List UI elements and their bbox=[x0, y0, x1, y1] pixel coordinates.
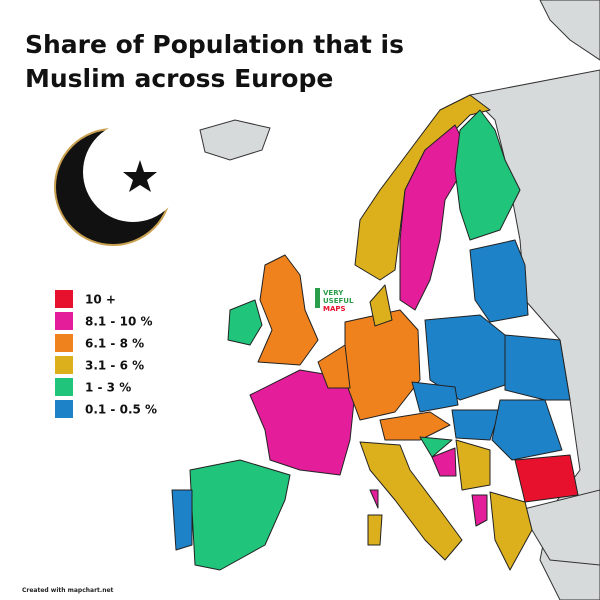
legend-swatch bbox=[55, 290, 73, 308]
country bbox=[317, 344, 351, 389]
legend-swatch bbox=[55, 378, 73, 396]
legend-label: 1 - 3 % bbox=[85, 381, 131, 395]
legend-label: 3.1 - 6 % bbox=[85, 359, 144, 373]
country bbox=[469, 239, 529, 323]
legend-label: 6.1 - 8 % bbox=[85, 337, 144, 351]
country bbox=[344, 309, 421, 421]
country bbox=[504, 334, 571, 401]
watermark-flag bbox=[315, 288, 320, 308]
country bbox=[471, 494, 488, 527]
country bbox=[451, 409, 501, 441]
watermark-text: VERY bbox=[323, 289, 344, 297]
legend-swatch bbox=[55, 312, 73, 330]
country bbox=[367, 514, 383, 546]
country bbox=[369, 284, 393, 327]
watermark-text: MAPS bbox=[323, 305, 346, 313]
legend-swatch bbox=[55, 334, 73, 352]
country bbox=[489, 491, 533, 571]
legend-swatch bbox=[55, 356, 73, 374]
other-land bbox=[199, 0, 600, 600]
legend-swatch bbox=[55, 400, 73, 418]
country bbox=[359, 441, 463, 561]
country bbox=[411, 381, 459, 413]
country bbox=[419, 436, 453, 458]
country bbox=[454, 109, 521, 241]
legend-label: 8.1 - 10 % bbox=[85, 315, 153, 329]
country bbox=[189, 459, 291, 571]
country bbox=[354, 94, 491, 281]
country bbox=[399, 124, 466, 311]
country bbox=[227, 299, 263, 346]
country bbox=[171, 489, 193, 551]
title-line: Muslim across Europe bbox=[25, 64, 334, 93]
country bbox=[379, 411, 451, 441]
country bbox=[369, 489, 379, 509]
footer: Created with mapchart.net bbox=[22, 587, 114, 594]
title-line: Share of Population that is bbox=[25, 30, 404, 59]
country bbox=[249, 369, 356, 476]
country bbox=[514, 454, 579, 503]
legend-label: 0.1 - 0.5 % bbox=[85, 403, 157, 417]
country bbox=[431, 447, 457, 477]
legend-label: 10 + bbox=[85, 293, 116, 307]
country bbox=[455, 439, 491, 491]
country bbox=[257, 254, 319, 366]
legend: 10 + 8.1 - 10 % 6.1 - 8 % 3.1 - 6 % 1 - 3 % 0… bbox=[55, 290, 157, 418]
watermark-text: USEFUL bbox=[323, 297, 354, 305]
country bbox=[491, 399, 563, 461]
countries bbox=[171, 94, 579, 571]
title: Share of Population that is Muslim acros… bbox=[25, 28, 404, 96]
crescent-icon bbox=[54, 122, 183, 246]
